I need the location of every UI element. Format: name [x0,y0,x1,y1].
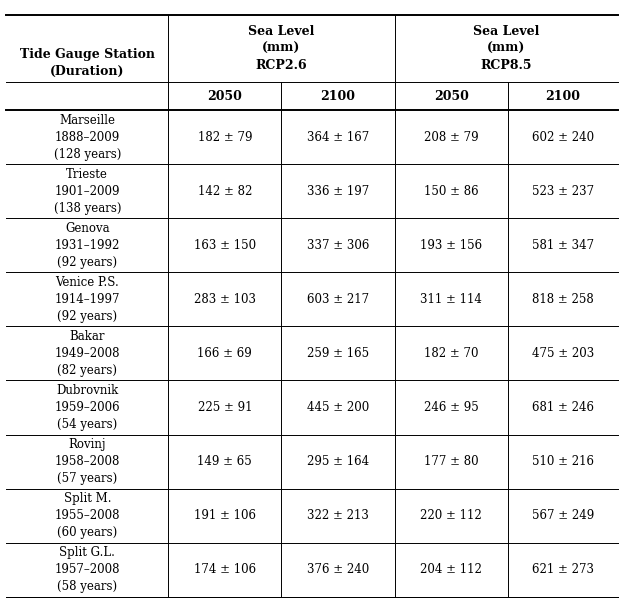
Text: 322 ± 213: 322 ± 213 [307,509,369,522]
Text: 475 ± 203: 475 ± 203 [532,347,594,360]
Text: Bakar
1949–2008
(82 years): Bakar 1949–2008 (82 years) [54,330,120,377]
Text: 149 ± 65: 149 ± 65 [197,455,252,468]
Text: Split M.
1955–2008
(60 years): Split M. 1955–2008 (60 years) [54,492,120,539]
Text: 166 ± 69: 166 ± 69 [197,347,252,360]
Text: 208 ± 79: 208 ± 79 [424,130,479,144]
Text: 174 ± 106: 174 ± 106 [194,564,256,576]
Text: 523 ± 237: 523 ± 237 [532,185,594,198]
Text: 150 ± 86: 150 ± 86 [424,185,479,198]
Text: 182 ± 79: 182 ± 79 [198,130,252,144]
Text: Sea Level
(mm)
RCP2.6: Sea Level (mm) RCP2.6 [248,25,314,72]
Text: 182 ± 70: 182 ± 70 [424,347,479,360]
Text: 364 ± 167: 364 ± 167 [307,130,369,144]
Text: 567 ± 249: 567 ± 249 [532,509,594,522]
Text: 225 ± 91: 225 ± 91 [198,401,252,414]
Text: 142 ± 82: 142 ± 82 [198,185,252,198]
Text: Marseille
1888–2009
(128 years): Marseille 1888–2009 (128 years) [54,113,121,161]
Text: 311 ± 114: 311 ± 114 [420,293,482,306]
Text: 177 ± 80: 177 ± 80 [424,455,479,468]
Text: 510 ± 216: 510 ± 216 [532,455,593,468]
Text: 445 ± 200: 445 ± 200 [307,401,369,414]
Text: 818 ± 258: 818 ± 258 [532,293,593,306]
Text: Dubrovnik
1959–2006
(54 years): Dubrovnik 1959–2006 (54 years) [54,384,120,431]
Text: 220 ± 112: 220 ± 112 [420,509,482,522]
Text: 2050: 2050 [434,90,469,102]
Text: 376 ± 240: 376 ± 240 [307,564,369,576]
Text: Venice P.S.
1914–1997
(92 years): Venice P.S. 1914–1997 (92 years) [54,276,120,323]
Text: 191 ± 106: 191 ± 106 [194,509,256,522]
Text: 603 ± 217: 603 ± 217 [307,293,369,306]
Text: Tide Gauge Station
(Duration): Tide Gauge Station (Duration) [20,47,155,78]
Text: 2100: 2100 [321,90,356,102]
Text: 681 ± 246: 681 ± 246 [532,401,593,414]
Text: 621 ± 273: 621 ± 273 [532,564,593,576]
Text: 2050: 2050 [207,90,242,102]
Text: Trieste
1901–2009
(138 years): Trieste 1901–2009 (138 years) [54,168,121,215]
Text: 336 ± 197: 336 ± 197 [307,185,369,198]
Text: 246 ± 95: 246 ± 95 [424,401,479,414]
Text: Split G.L.
1957–2008
(58 years): Split G.L. 1957–2008 (58 years) [54,547,120,593]
Text: 295 ± 164: 295 ± 164 [307,455,369,468]
Text: Genova
1931–1992
(92 years): Genova 1931–1992 (92 years) [54,222,120,268]
Text: 204 ± 112: 204 ± 112 [420,564,482,576]
Text: 337 ± 306: 337 ± 306 [307,239,369,251]
Text: Rovinj
1958–2008
(57 years): Rovinj 1958–2008 (57 years) [54,438,120,485]
Text: 602 ± 240: 602 ± 240 [532,130,594,144]
Text: Sea Level
(mm)
RCP8.5: Sea Level (mm) RCP8.5 [473,25,539,72]
Text: 581 ± 347: 581 ± 347 [532,239,594,251]
Text: 283 ± 103: 283 ± 103 [194,293,256,306]
Text: 193 ± 156: 193 ± 156 [420,239,482,251]
Text: 259 ± 165: 259 ± 165 [307,347,369,360]
Text: 163 ± 150: 163 ± 150 [194,239,256,251]
Text: 2100: 2100 [545,90,580,102]
